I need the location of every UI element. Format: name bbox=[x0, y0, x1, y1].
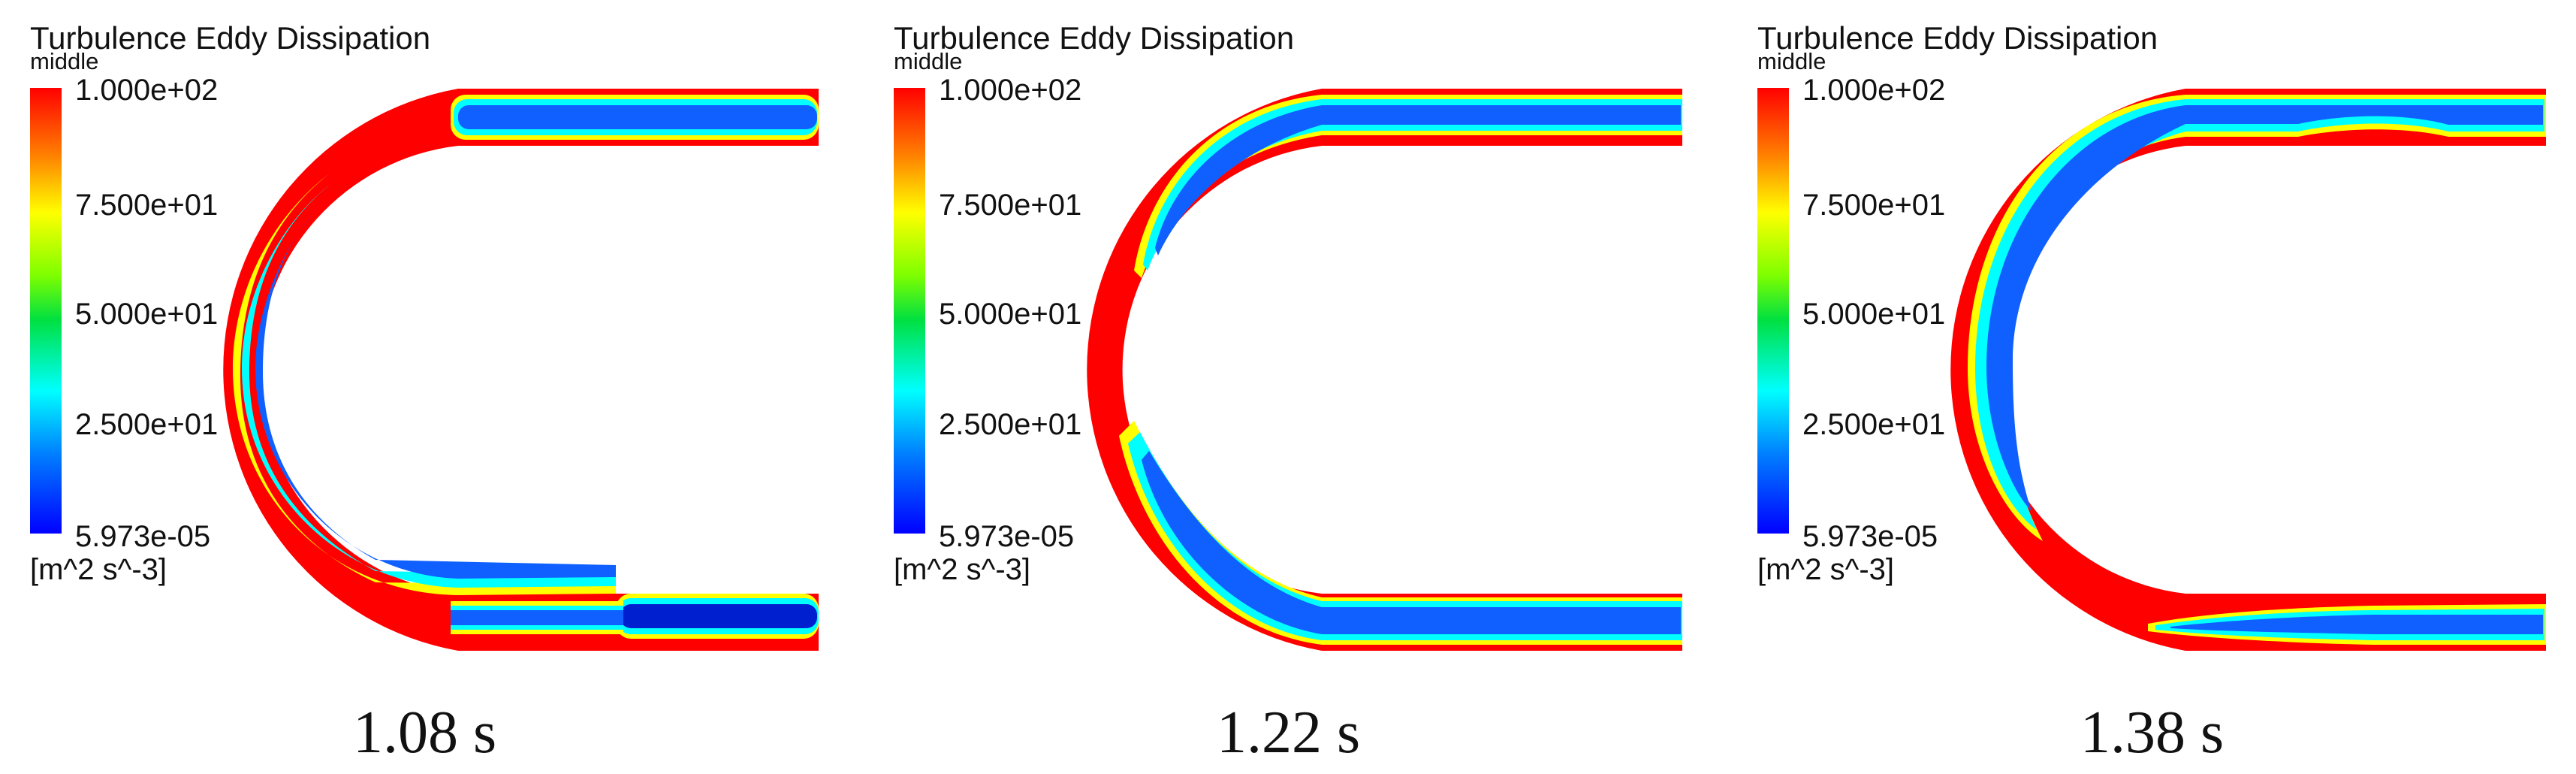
colorbar-tick-label: 7.500e+01 bbox=[1802, 189, 1946, 222]
colorbar-tick-label: 5.973e-05 bbox=[75, 520, 211, 553]
colorbar-tick-label: 5.973e-05 bbox=[939, 520, 1075, 553]
legend-title: Turbulence Eddy Dissipation bbox=[894, 20, 1295, 56]
colorbar-tick-label: 2.500e+01 bbox=[75, 408, 219, 441]
contour-panel-3: Turbulence Eddy Dissipation middle 1.000… bbox=[1727, 0, 2576, 774]
colorbar-tick-label: 7.500e+01 bbox=[75, 189, 219, 222]
colorbar-tick-label: 2.500e+01 bbox=[1802, 408, 1946, 441]
colorbar-tick-label: 5.000e+01 bbox=[75, 298, 219, 331]
colorbar-tick-label: 5.973e-05 bbox=[1802, 520, 1938, 553]
colorbar-tick-label: 1.000e+02 bbox=[939, 74, 1082, 107]
colorbar bbox=[30, 88, 62, 534]
colorbar-tick-label: 1.000e+02 bbox=[1802, 74, 1946, 107]
legend-location: middle bbox=[894, 48, 963, 74]
colorbar-units: [m^2 s^-3] bbox=[1757, 553, 1895, 586]
colorbar-tick-label: 5.000e+01 bbox=[1802, 298, 1946, 331]
u-bend-contour-plot bbox=[223, 89, 819, 651]
colorbar-units: [m^2 s^-3] bbox=[894, 553, 1031, 586]
time-caption: 1.22 s bbox=[1217, 700, 1361, 766]
legend-location: middle bbox=[30, 48, 99, 74]
legend-title: Turbulence Eddy Dissipation bbox=[30, 20, 431, 56]
contour-panel-1: Turbulence Eddy Dissipation middle 1.000… bbox=[0, 0, 864, 774]
colorbar-units: [m^2 s^-3] bbox=[30, 553, 167, 586]
time-caption: 1.08 s bbox=[353, 700, 497, 766]
colorbar bbox=[894, 88, 925, 534]
colorbar-tick-label: 7.500e+01 bbox=[939, 189, 1082, 222]
legend-title: Turbulence Eddy Dissipation bbox=[1757, 20, 2158, 56]
colorbar-tick-label: 5.000e+01 bbox=[939, 298, 1082, 331]
legend-location: middle bbox=[1757, 48, 1826, 74]
contour-panel-2: Turbulence Eddy Dissipation middle 1.000… bbox=[864, 0, 1727, 774]
colorbar-tick-label: 1.000e+02 bbox=[75, 74, 219, 107]
colorbar-tick-label: 2.500e+01 bbox=[939, 408, 1082, 441]
time-caption: 1.38 s bbox=[2080, 700, 2225, 766]
u-bend-contour-plot bbox=[1087, 89, 1682, 651]
u-bend-contour-plot bbox=[1950, 89, 2546, 651]
colorbar bbox=[1757, 88, 1789, 534]
